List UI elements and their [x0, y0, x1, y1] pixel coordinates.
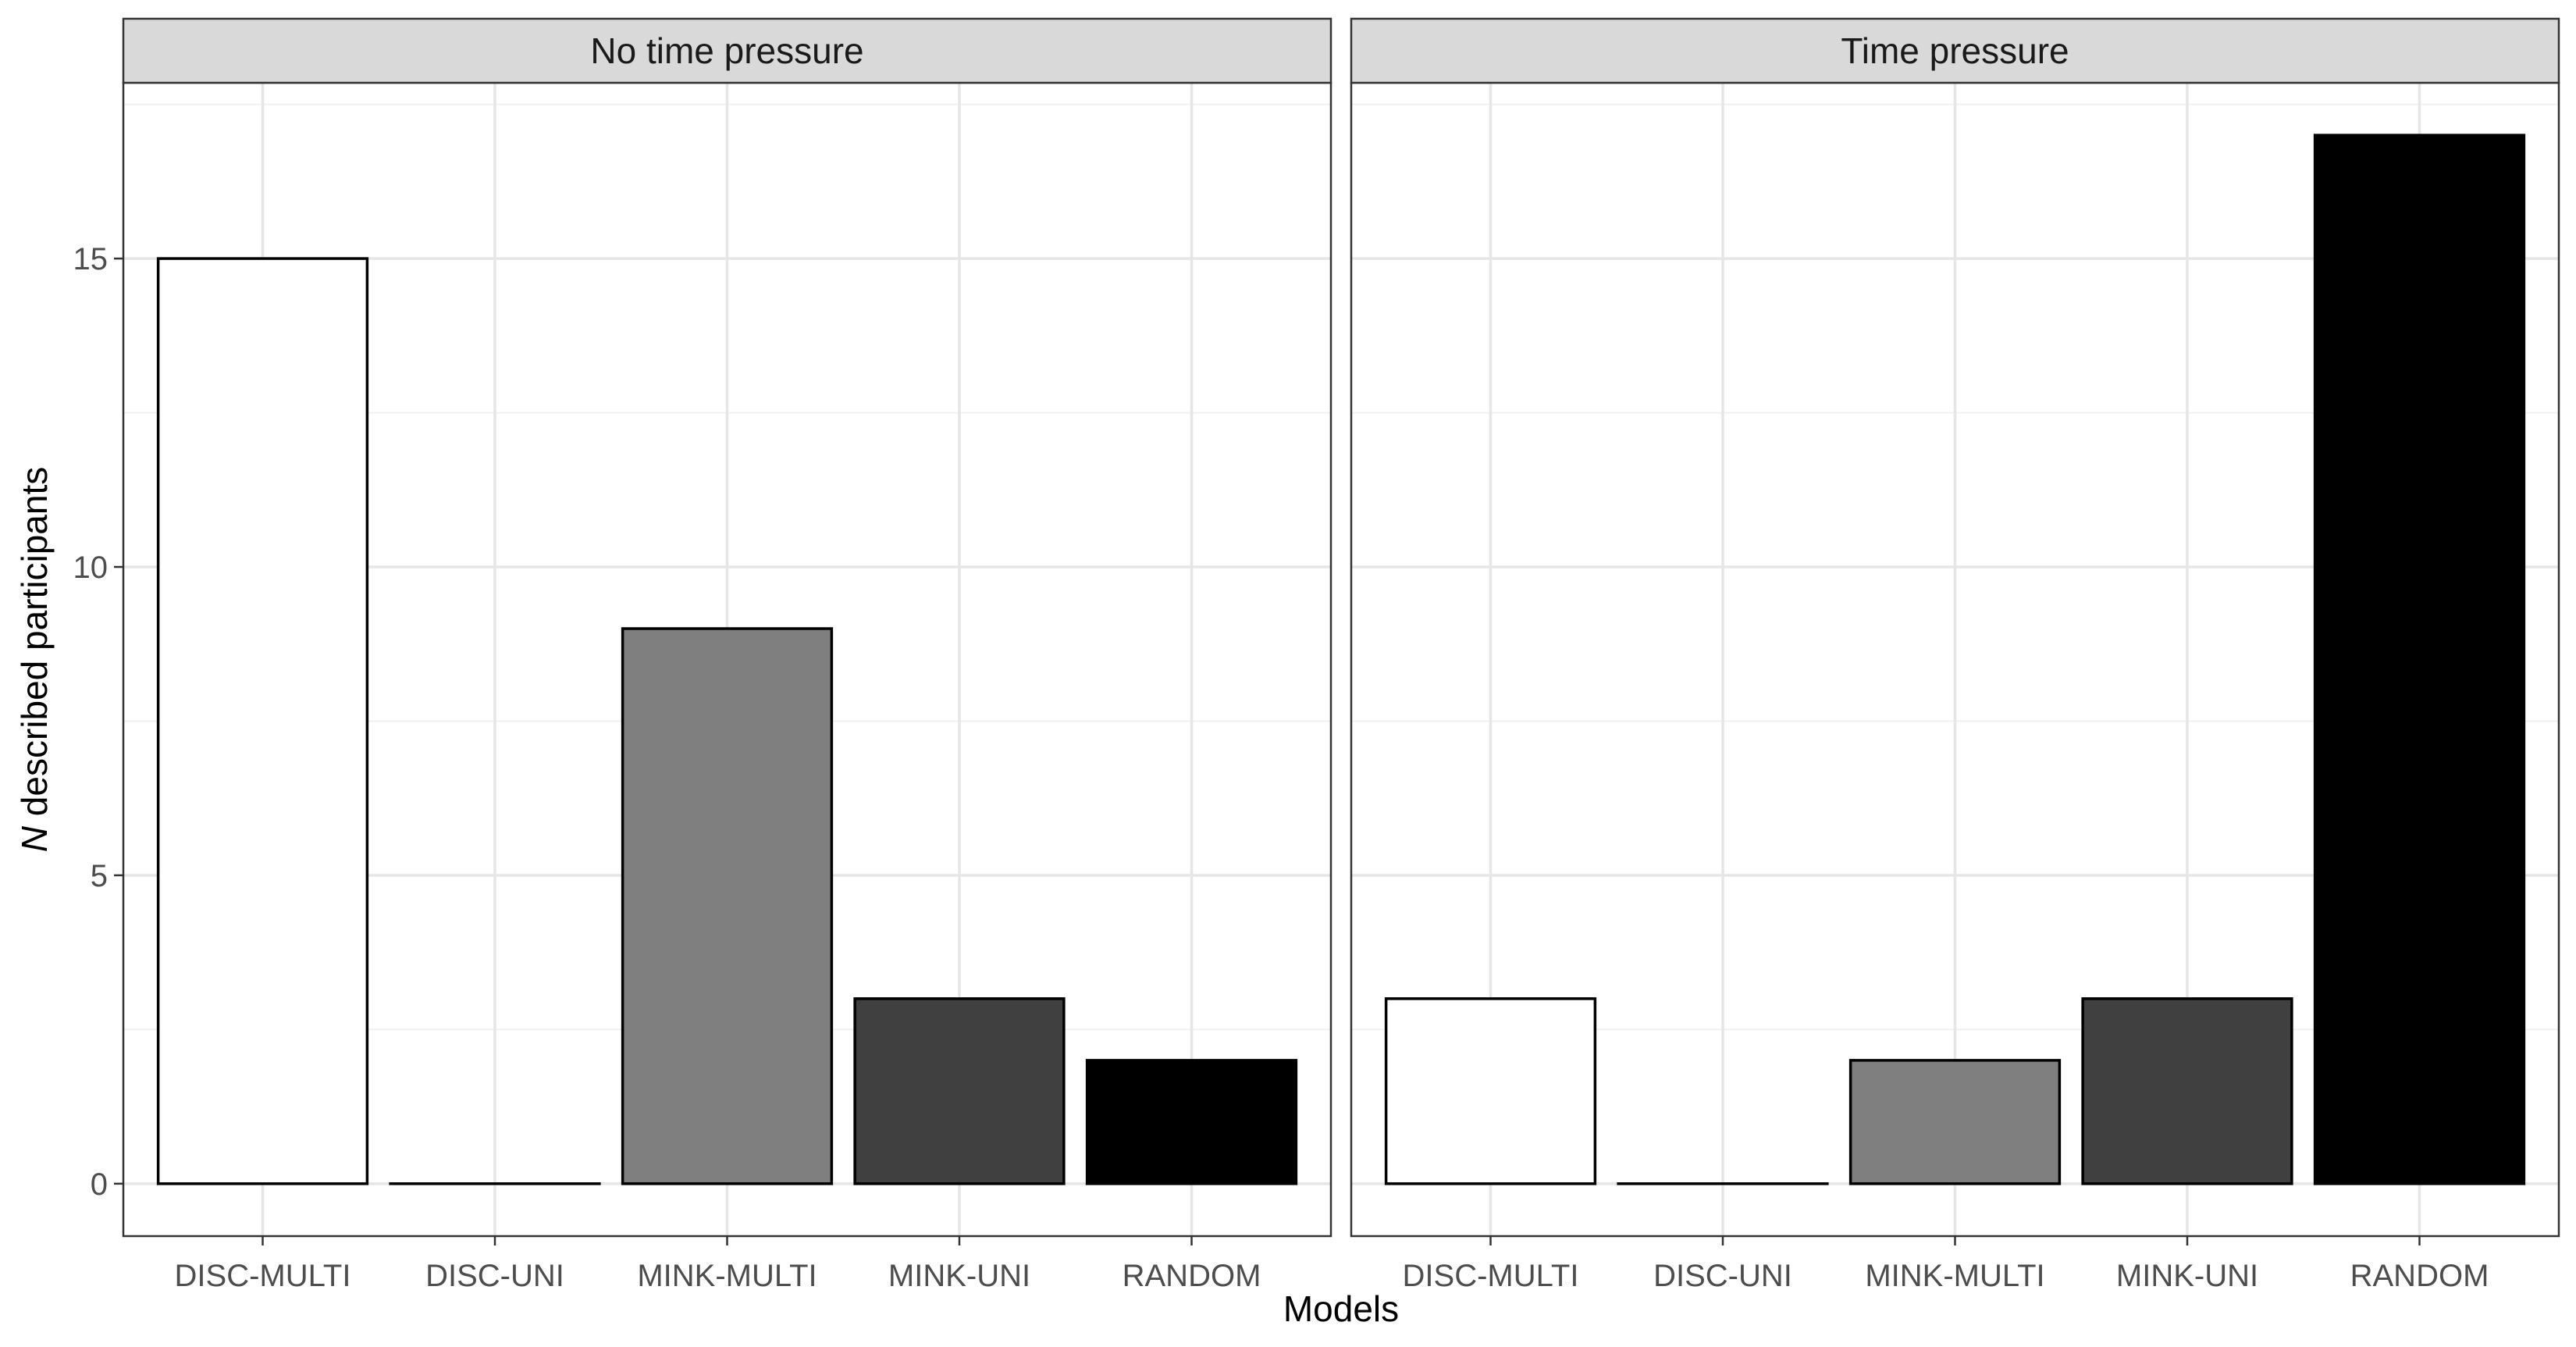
x-tick-label: MINK-UNI — [2116, 1259, 2258, 1293]
x-tick-label: RANDOM — [1123, 1259, 1261, 1293]
x-tick-label: DISC-MULTI — [1403, 1259, 1579, 1293]
y-axis-title: N described participants — [14, 467, 55, 852]
y-axis-title-italic: N — [14, 825, 55, 852]
y-tick-label: 10 — [73, 551, 109, 585]
x-tick-label: RANDOM — [2350, 1259, 2489, 1293]
bar-disc-multi-time-pressure — [1384, 997, 1597, 1185]
bar-mink-multi-no-time-pressure — [621, 627, 834, 1185]
bar-random-time-pressure — [2313, 134, 2526, 1185]
facet-strip — [122, 17, 1332, 84]
x-tick-label: DISC-UNI — [425, 1259, 564, 1293]
facet-strip — [1350, 17, 2560, 84]
x-tick-label: DISC-UNI — [1653, 1259, 1792, 1293]
y-tick-label: 5 — [91, 859, 108, 893]
y-tick-label: 15 — [73, 242, 109, 276]
x-tick-label: DISC-MULTI — [175, 1259, 351, 1293]
facet-strip-title: Time pressure — [1841, 30, 2069, 71]
facet-strip-title: No time pressure — [590, 30, 863, 71]
x-tick-label: MINK-UNI — [888, 1259, 1030, 1293]
x-tick-label: MINK-MULTI — [637, 1259, 817, 1293]
bar-mink-uni-time-pressure — [2081, 997, 2293, 1185]
x-axis-title: Models — [1283, 1288, 1399, 1329]
bar-mink-uni-no-time-pressure — [853, 997, 1066, 1185]
x-tick-label: MINK-MULTI — [1865, 1259, 2044, 1293]
y-axis-title-rest: described participants — [14, 467, 55, 826]
bar-disc-multi-no-time-pressure — [156, 257, 369, 1185]
bar-random-no-time-pressure — [1085, 1059, 1298, 1185]
y-tick-label: 0 — [91, 1167, 108, 1202]
bar-mink-multi-time-pressure — [1848, 1059, 2062, 1185]
